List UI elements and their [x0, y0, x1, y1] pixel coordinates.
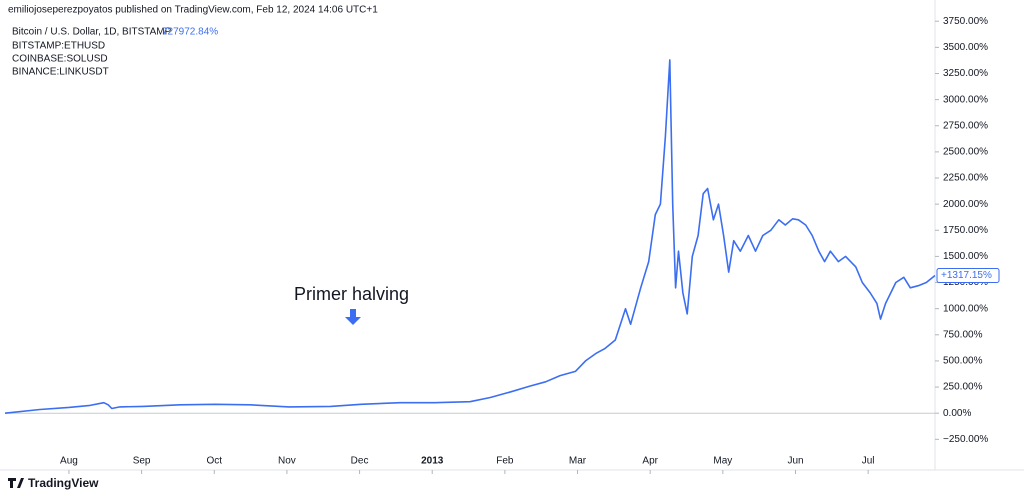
x-tick-label: May — [713, 456, 732, 467]
last-value-badge — [936, 268, 1000, 284]
x-tick-label: Sep — [133, 456, 151, 467]
x-tick-label: Jun — [787, 456, 803, 467]
y-tick-label: 1000.00% — [943, 303, 988, 314]
y-tick-label: 250.00% — [943, 382, 983, 393]
y-tick-label: 1750.00% — [943, 225, 988, 236]
x-tick-label: Mar — [569, 456, 587, 467]
x-tick-label: Feb — [496, 456, 514, 467]
annotation: Primer halving — [294, 284, 409, 304]
price-line — [4, 59, 936, 414]
brand: TradingView — [28, 476, 99, 490]
y-tick-label: 3500.00% — [943, 42, 988, 53]
y-tick-label: 2000.00% — [943, 199, 988, 210]
legend-value: 727972.84% — [162, 27, 218, 38]
last-value-label: +1317.15% — [941, 270, 992, 281]
y-tick-label: 0.00% — [943, 408, 971, 419]
y-tick-label: 500.00% — [943, 356, 983, 367]
x-tick-label: Aug — [60, 456, 78, 467]
legend-entry: BITSTAMP:ETHUSD — [12, 41, 105, 52]
legend-entry: Bitcoin / U.S. Dollar, 1D, BITSTAMP — [12, 27, 172, 38]
legend-entry: BINANCE:LINKUSDT — [12, 67, 109, 78]
y-tick-label: 2500.00% — [943, 147, 988, 158]
header: emiliojoseperezpoyatos published on Trad… — [8, 5, 378, 16]
annotation-arrow — [345, 309, 361, 325]
y-tick-label: 2750.00% — [943, 120, 988, 131]
x-tick-label: Dec — [351, 456, 369, 467]
x-tick-label: Oct — [206, 456, 222, 467]
y-tick-label: 750.00% — [943, 329, 983, 340]
x-tick-label: Nov — [278, 456, 296, 467]
x-tick-label: Jul — [862, 456, 875, 467]
y-tick-label: 3000.00% — [943, 94, 988, 105]
x-tick-label: Apr — [642, 456, 658, 467]
y-tick-label: 3250.00% — [943, 68, 988, 79]
y-tick-label: 3750.00% — [943, 16, 988, 27]
x-tick-label: 2013 — [421, 456, 444, 467]
brand-logo — [8, 478, 24, 488]
y-tick-label: −250.00% — [943, 434, 988, 445]
y-tick-label: 1500.00% — [943, 251, 988, 262]
y-tick-label: 2250.00% — [943, 173, 988, 184]
legend-entry: COINBASE:SOLUSD — [12, 54, 108, 65]
